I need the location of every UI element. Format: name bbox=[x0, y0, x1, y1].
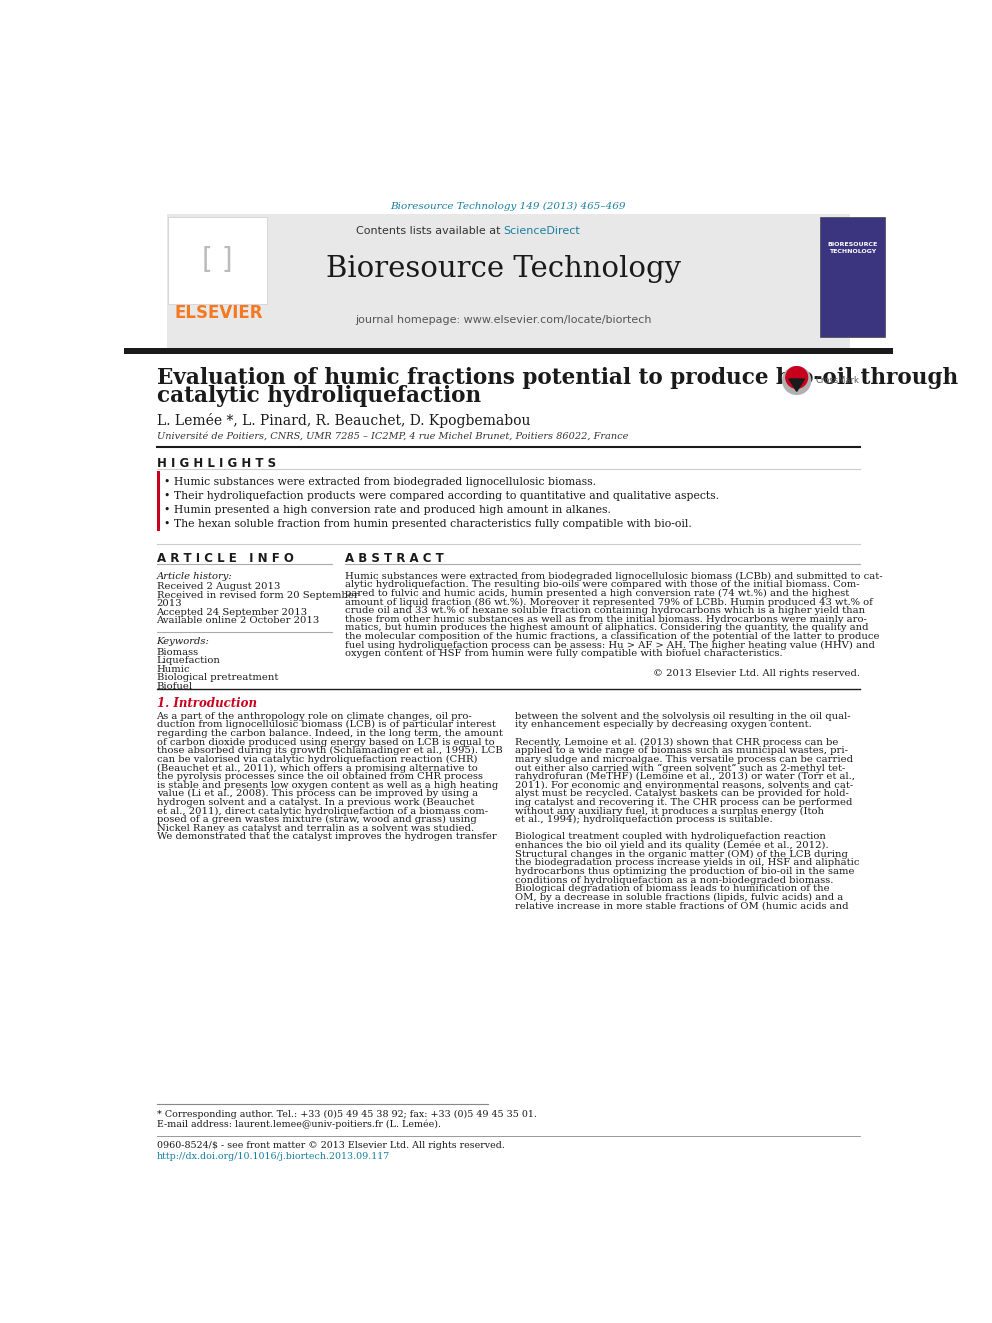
Text: As a part of the anthropology role on climate changes, oil pro-: As a part of the anthropology role on cl… bbox=[157, 712, 472, 721]
Circle shape bbox=[783, 366, 810, 394]
Text: of carbon dioxide produced using energy based on LCB is equal to: of carbon dioxide produced using energy … bbox=[157, 738, 494, 746]
Text: Article history:: Article history: bbox=[157, 573, 232, 581]
Text: (Beauchet et al., 2011), which offers a promising alternative to: (Beauchet et al., 2011), which offers a … bbox=[157, 763, 477, 773]
Text: conditions of hydroliquefaction as a non-biodegraded biomass.: conditions of hydroliquefaction as a non… bbox=[516, 876, 833, 885]
Text: Nickel Raney as catalyst and terralin as a solvent was studied.: Nickel Raney as catalyst and terralin as… bbox=[157, 824, 473, 833]
Text: http://dx.doi.org/10.1016/j.biortech.2013.09.117: http://dx.doi.org/10.1016/j.biortech.201… bbox=[157, 1152, 390, 1162]
Text: A R T I C L E   I N F O: A R T I C L E I N F O bbox=[157, 552, 294, 565]
Text: Evaluation of humic fractions potential to produce bio-oil through: Evaluation of humic fractions potential … bbox=[157, 368, 957, 389]
Text: Contents lists available at: Contents lists available at bbox=[356, 226, 504, 235]
Text: value (Li et al., 2008). This process can be improved by using a: value (Li et al., 2008). This process ca… bbox=[157, 790, 478, 798]
Text: 2011). For economic and environmental reasons, solvents and cat-: 2011). For economic and environmental re… bbox=[516, 781, 854, 790]
Bar bbox=[167, 214, 850, 353]
Text: between the solvent and the solvolysis oil resulting in the oil qual-: between the solvent and the solvolysis o… bbox=[516, 712, 851, 721]
Text: Structural changes in the organic matter (OM) of the LCB during: Structural changes in the organic matter… bbox=[516, 849, 848, 859]
Text: • Humic substances were extracted from biodegraded lignocellulosic biomass.: • Humic substances were extracted from b… bbox=[165, 478, 596, 487]
Text: pared to fulvic and humic acids, humin presented a high conversion rate (74 wt.%: pared to fulvic and humic acids, humin p… bbox=[345, 589, 849, 598]
Text: • The hexan soluble fraction from humin presented characteristics fully compatib: • The hexan soluble fraction from humin … bbox=[165, 519, 692, 529]
Text: catalytic hydroliquefaction: catalytic hydroliquefaction bbox=[157, 385, 481, 407]
Text: rahydrofuran (MeTHF) (Lemoine et al., 2013) or water (Torr et al.,: rahydrofuran (MeTHF) (Lemoine et al., 20… bbox=[516, 773, 855, 781]
Text: Liquefaction: Liquefaction bbox=[157, 656, 220, 665]
Text: [ ]: [ ] bbox=[202, 246, 233, 274]
Text: oxygen content of HSF from humin were fully compatible with biofuel characterist: oxygen content of HSF from humin were fu… bbox=[345, 650, 783, 659]
Text: journal homepage: www.elsevier.com/locate/biortech: journal homepage: www.elsevier.com/locat… bbox=[355, 315, 652, 325]
Text: those absorbed during its growth (Schlamadinger et al., 1995). LCB: those absorbed during its growth (Schlam… bbox=[157, 746, 502, 755]
Text: ELSEVIER: ELSEVIER bbox=[175, 304, 263, 321]
Bar bbox=[820, 217, 885, 336]
Text: alytic hydroliquefaction. The resulting bio-oils were compared with those of the: alytic hydroliquefaction. The resulting … bbox=[345, 581, 859, 589]
Text: amount of liquid fraction (86 wt.%). Moreover it represented 79% of LCBb. Humin : amount of liquid fraction (86 wt.%). Mor… bbox=[345, 598, 873, 606]
Text: Université de Poitiers, CNRS, UMR 7285 – IC2MP, 4 rue Michel Brunet, Poitiers 86: Université de Poitiers, CNRS, UMR 7285 –… bbox=[157, 431, 628, 441]
Circle shape bbox=[786, 366, 807, 388]
Text: without any auxiliary fuel, it produces a surplus energy (Itoh: without any auxiliary fuel, it produces … bbox=[516, 807, 824, 816]
Text: Humic substances were extracted from biodegraded lignocellulosic biomass (LCBb) : Humic substances were extracted from bio… bbox=[345, 572, 883, 581]
Text: fuel using hydroliquefaction process can be assess: Hu > AF > AH. The higher hea: fuel using hydroliquefaction process can… bbox=[345, 640, 875, 650]
Text: et al., 1994); hydroliquefaction process is suitable.: et al., 1994); hydroliquefaction process… bbox=[516, 815, 773, 824]
Text: duction from lignocellulosic biomass (LCB) is of particular interest: duction from lignocellulosic biomass (LC… bbox=[157, 720, 495, 729]
Bar bbox=[124, 348, 893, 353]
Text: E-mail address: laurent.lemee@univ-poitiers.fr (L. Lemée).: E-mail address: laurent.lemee@univ-poiti… bbox=[157, 1119, 440, 1129]
Text: Received 2 August 2013: Received 2 August 2013 bbox=[157, 582, 280, 591]
Text: the biodegradation process increase yields in oil, HSF and aliphatic: the biodegradation process increase yiel… bbox=[516, 859, 860, 868]
Text: H I G H L I G H T S: H I G H L I G H T S bbox=[157, 458, 276, 470]
Text: We demonstrated that the catalyst improves the hydrogen transfer: We demonstrated that the catalyst improv… bbox=[157, 832, 496, 841]
Text: mary sludge and microalgae. This versatile process can be carried: mary sludge and microalgae. This versati… bbox=[516, 755, 853, 763]
Text: relative increase in more stable fractions of OM (humic acids and: relative increase in more stable fractio… bbox=[516, 901, 849, 910]
Text: Biofuel: Biofuel bbox=[157, 681, 192, 691]
Text: Bioresource Technology 149 (2013) 465–469: Bioresource Technology 149 (2013) 465–46… bbox=[391, 202, 626, 212]
Text: applied to a wide range of biomass such as municipal wastes, pri-: applied to a wide range of biomass such … bbox=[516, 746, 848, 755]
Text: Biological pretreatment: Biological pretreatment bbox=[157, 673, 278, 683]
Text: crude oil and 33 wt.% of hexane soluble fraction containing hydrocarbons which i: crude oil and 33 wt.% of hexane soluble … bbox=[345, 606, 865, 615]
Text: 1. Introduction: 1. Introduction bbox=[157, 697, 257, 710]
Text: alyst must be recycled. Catalyst baskets can be provided for hold-: alyst must be recycled. Catalyst baskets… bbox=[516, 790, 849, 798]
Text: Accepted 24 September 2013: Accepted 24 September 2013 bbox=[157, 607, 308, 617]
Text: Recently, Lemoine et al. (2013) shown that CHR process can be: Recently, Lemoine et al. (2013) shown th… bbox=[516, 737, 839, 746]
Text: Keywords:: Keywords: bbox=[157, 638, 209, 646]
Text: Humic: Humic bbox=[157, 664, 190, 673]
Text: can be valorised via catalytic hydroliquefaction reaction (CHR): can be valorised via catalytic hydroliqu… bbox=[157, 755, 477, 763]
Text: • Humin presented a high conversion rate and produced high amount in alkanes.: • Humin presented a high conversion rate… bbox=[165, 505, 611, 515]
Text: L. Lemée *, L. Pinard, R. Beauchet, D. Kpogbemabou: L. Lemée *, L. Pinard, R. Beauchet, D. K… bbox=[157, 413, 530, 429]
Text: et al., 2011), direct catalytic hydroliquefaction of a biomass com-: et al., 2011), direct catalytic hydroliq… bbox=[157, 807, 488, 816]
Text: 0960-8524/$ - see front matter © 2013 Elsevier Ltd. All rights reserved.: 0960-8524/$ - see front matter © 2013 El… bbox=[157, 1142, 504, 1151]
Text: CrossMark: CrossMark bbox=[815, 376, 859, 385]
Text: Biomass: Biomass bbox=[157, 648, 198, 656]
Text: the pyrolysis processes since the oil obtained from CHR process: the pyrolysis processes since the oil ob… bbox=[157, 773, 482, 781]
Text: BIORESOURCE
TECHNOLOGY: BIORESOURCE TECHNOLOGY bbox=[827, 242, 878, 254]
Text: enhances the bio oil yield and its quality (Lemée et al., 2012).: enhances the bio oil yield and its quali… bbox=[516, 841, 829, 851]
Text: Biological degradation of biomass leads to humification of the: Biological degradation of biomass leads … bbox=[516, 884, 830, 893]
Text: ing catalyst and recovering it. The CHR process can be performed: ing catalyst and recovering it. The CHR … bbox=[516, 798, 853, 807]
Text: A B S T R A C T: A B S T R A C T bbox=[345, 552, 443, 565]
Text: out either also carried with “green solvent” such as 2-methyl tet-: out either also carried with “green solv… bbox=[516, 763, 846, 773]
Text: ScienceDirect: ScienceDirect bbox=[504, 226, 580, 235]
Text: © 2013 Elsevier Ltd. All rights reserved.: © 2013 Elsevier Ltd. All rights reserved… bbox=[654, 668, 860, 677]
Text: posed of a green wastes mixture (straw, wood and grass) using: posed of a green wastes mixture (straw, … bbox=[157, 815, 476, 824]
Text: OM, by a decrease in soluble fractions (lipids, fulvic acids) and a: OM, by a decrease in soluble fractions (… bbox=[516, 893, 843, 902]
Text: those from other humic substances as well as from the initial biomass. Hydrocarb: those from other humic substances as wel… bbox=[345, 615, 867, 623]
Text: the molecular composition of the humic fractions, a classification of the potent: the molecular composition of the humic f… bbox=[345, 632, 879, 640]
Text: • Their hydroliquefaction products were compared according to quantitative and q: • Their hydroliquefaction products were … bbox=[165, 491, 719, 501]
Text: is stable and presents low oxygen content as well as a high heating: is stable and presents low oxygen conten… bbox=[157, 781, 498, 790]
Text: ity enhancement especially by decreasing oxygen content.: ity enhancement especially by decreasing… bbox=[516, 720, 812, 729]
Text: Bioresource Technology: Bioresource Technology bbox=[326, 255, 682, 283]
Text: hydrogen solvent and a catalyst. In a previous work (Beauchet: hydrogen solvent and a catalyst. In a pr… bbox=[157, 798, 474, 807]
Text: Received in revised form 20 September: Received in revised form 20 September bbox=[157, 591, 358, 599]
Text: * Corresponding author. Tel.: +33 (0)5 49 45 38 92; fax: +33 (0)5 49 45 35 01.: * Corresponding author. Tel.: +33 (0)5 4… bbox=[157, 1110, 537, 1119]
Text: 2013: 2013 bbox=[157, 599, 183, 609]
Polygon shape bbox=[789, 378, 805, 392]
Text: Biological treatment coupled with hydroliquefaction reaction: Biological treatment coupled with hydrol… bbox=[516, 832, 826, 841]
Text: hydrocarbons thus optimizing the production of bio-oil in the same: hydrocarbons thus optimizing the product… bbox=[516, 867, 855, 876]
Text: matics, but humin produces the highest amount of aliphatics. Considering the qua: matics, but humin produces the highest a… bbox=[345, 623, 868, 632]
Bar bbox=[169, 217, 268, 303]
Text: regarding the carbon balance. Indeed, in the long term, the amount: regarding the carbon balance. Indeed, in… bbox=[157, 729, 502, 738]
Bar bbox=[157, 471, 160, 531]
Text: Available online 2 October 2013: Available online 2 October 2013 bbox=[157, 617, 319, 626]
